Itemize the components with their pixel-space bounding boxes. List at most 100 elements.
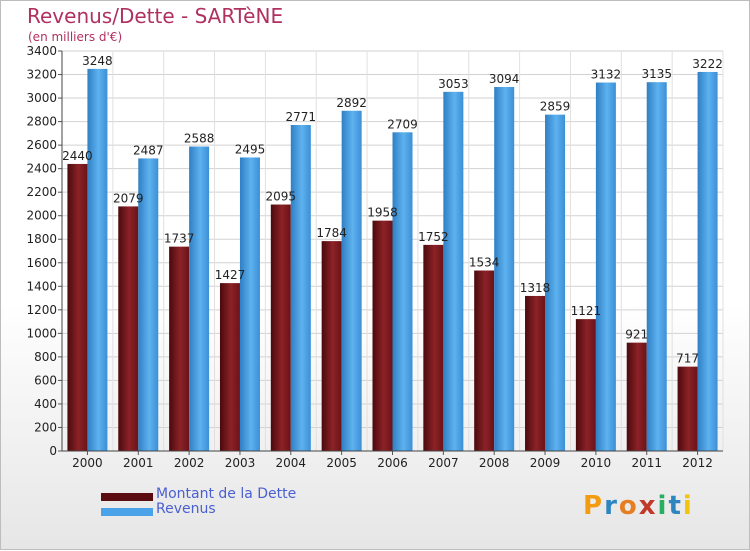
bar-revenus <box>545 114 566 451</box>
x-tick-label: 2008 <box>479 456 510 470</box>
data-label-revenus: 2588 <box>184 132 215 146</box>
data-label-revenus: 3132 <box>591 68 622 82</box>
logo-letter: o <box>618 491 639 521</box>
legend-label-debt: Montant de la Dette <box>156 486 297 502</box>
y-tick-label: 2400 <box>26 162 57 176</box>
bar-revenus <box>290 125 311 451</box>
data-label-debt: 1427 <box>215 268 246 282</box>
data-label-debt: 2440 <box>62 149 93 163</box>
logo-letter: i <box>682 491 694 521</box>
x-tick-label: 2004 <box>276 456 307 470</box>
bar-debt <box>525 295 546 451</box>
logo-letter: x <box>638 491 658 521</box>
y-tick-label: 200 <box>34 420 57 434</box>
x-tick-label: 2010 <box>581 456 612 470</box>
logo-letter: r <box>604 491 619 521</box>
y-tick-label: 1000 <box>26 326 57 340</box>
bar-debt <box>219 283 240 451</box>
data-label-debt: 1318 <box>520 281 551 295</box>
y-tick-label: 3200 <box>26 68 57 82</box>
data-label-revenus: 2859 <box>540 100 571 114</box>
bar-revenus <box>239 157 260 451</box>
proxiti-logo: Proxiti <box>583 491 694 521</box>
data-label-revenus: 3248 <box>82 54 113 68</box>
y-tick-label: 3000 <box>26 91 57 105</box>
legend-swatch-revenus <box>101 508 153 516</box>
bar-debt <box>169 246 190 451</box>
bar-revenus <box>494 87 515 451</box>
data-label-revenus: 3222 <box>692 57 723 71</box>
data-label-revenus: 3094 <box>489 72 520 86</box>
data-label-debt: 1752 <box>418 230 449 244</box>
data-label-revenus: 2487 <box>133 143 164 157</box>
x-tick-label: 2005 <box>326 456 357 470</box>
data-label-debt: 1784 <box>316 226 347 240</box>
bar-debt <box>575 319 596 451</box>
data-label-revenus: 3135 <box>641 67 672 81</box>
x-tick-label: 2012 <box>682 456 713 470</box>
chart-title: Revenus/Dette - SARTèNE <box>27 4 284 28</box>
data-label-revenus: 3053 <box>438 77 469 91</box>
bar-debt <box>677 366 698 451</box>
data-label-revenus: 2495 <box>235 142 266 156</box>
y-tick-label: 1800 <box>26 232 57 246</box>
bar-layer <box>67 68 718 452</box>
bar-debt <box>474 270 495 451</box>
legend-label-revenus: Revenus <box>156 501 216 517</box>
y-tick-label: 0 <box>49 444 57 458</box>
bar-debt <box>118 206 139 451</box>
bar-revenus <box>138 158 159 452</box>
bar-debt <box>270 204 291 451</box>
chart-subtitle: (en milliers d'€) <box>28 30 123 44</box>
logo-letter: i <box>657 491 669 521</box>
logo-letter: t <box>668 491 683 521</box>
x-tick-label: 2002 <box>174 456 205 470</box>
bar-revenus <box>341 110 362 451</box>
bar-debt <box>67 163 88 452</box>
data-label-debt: 1958 <box>367 206 398 220</box>
data-label-debt: 2079 <box>113 191 144 205</box>
bar-revenus <box>697 71 718 452</box>
data-label-revenus: 2892 <box>336 96 367 110</box>
x-tick-label: 2001 <box>123 456 154 470</box>
data-label-revenus: 2771 <box>286 110 317 124</box>
y-tick-label: 400 <box>34 397 57 411</box>
x-tick-label: 2009 <box>530 456 561 470</box>
bar-revenus <box>443 91 464 451</box>
x-tick-label: 2000 <box>72 456 103 470</box>
data-label-debt: 1534 <box>469 256 500 270</box>
bar-revenus <box>392 132 413 451</box>
x-tick-label: 2007 <box>428 456 459 470</box>
bar-debt <box>626 342 647 451</box>
data-label-debt: 2095 <box>266 190 297 204</box>
bar-revenus <box>189 146 210 451</box>
bar-debt <box>321 241 342 451</box>
y-tick-label: 2000 <box>26 209 57 223</box>
y-tick-label: 2600 <box>26 138 57 152</box>
x-tick-label: 2011 <box>631 456 662 470</box>
y-tick-label: 1600 <box>26 256 57 270</box>
bar-revenus <box>595 82 616 451</box>
legend-swatch-debt <box>101 493 153 501</box>
data-label-debt: 717 <box>676 352 699 366</box>
y-tick-label: 2800 <box>26 115 57 129</box>
bar-debt <box>423 244 444 451</box>
y-tick-label: 600 <box>34 373 57 387</box>
y-tick-label: 1200 <box>26 303 57 317</box>
data-label-revenus: 2709 <box>387 117 418 131</box>
bar-revenus <box>87 68 108 451</box>
logo-letter: P <box>583 491 605 521</box>
x-tick-label: 2006 <box>377 456 408 470</box>
y-tick-label: 800 <box>34 350 57 364</box>
data-label-debt: 921 <box>625 328 648 342</box>
axis-layer: 0 200 400 600 800 1000 1200 1400 1600 1800 2000 220… <box>26 44 723 470</box>
bar-revenus <box>646 82 667 452</box>
data-label-debt: 1121 <box>571 304 602 318</box>
bar-debt <box>372 220 393 451</box>
y-tick-label: 3400 <box>26 44 57 58</box>
x-tick-label: 2003 <box>225 456 256 470</box>
label-layer: 2440 3248 2079 2487 1737 2588 1427 2495 2095 2771… <box>62 54 723 366</box>
y-tick-label: 1400 <box>26 279 57 293</box>
